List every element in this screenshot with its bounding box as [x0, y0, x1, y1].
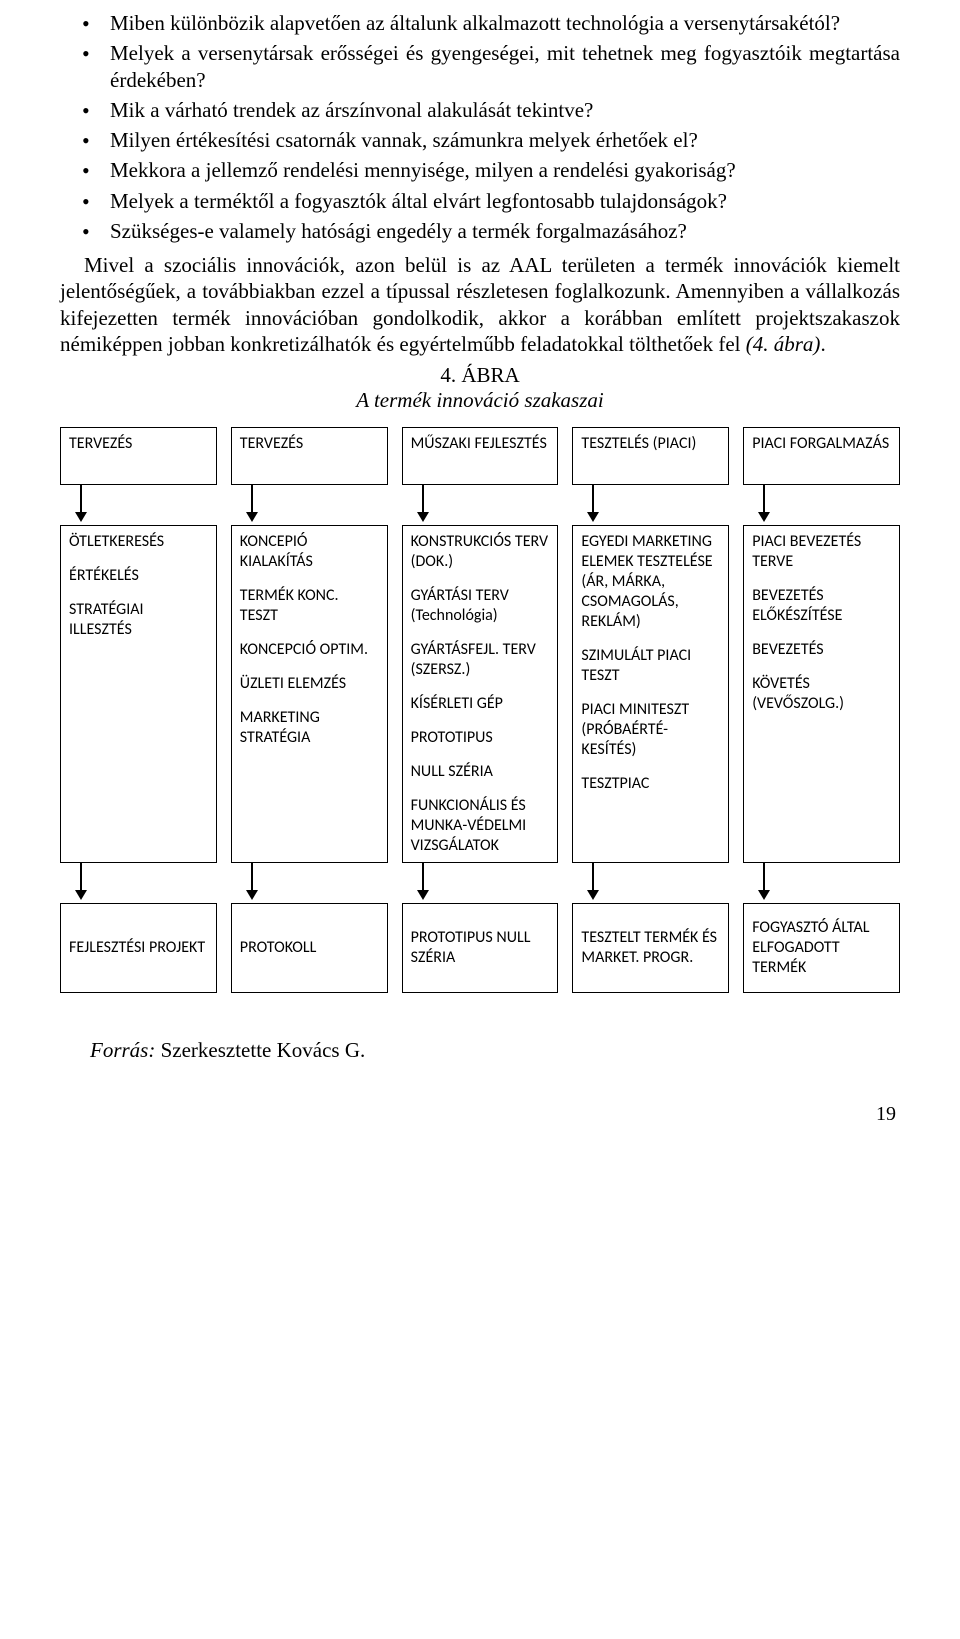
- phase-item: KÖVETÉS (VEVŐSZOLG.): [752, 674, 891, 714]
- phase-item: EGYEDI MARKETING ELEMEK TESZTELÉSE (ÁR, …: [581, 532, 720, 632]
- bullet-item: Melyek a versenytársak erősségei és gyen…: [110, 40, 900, 93]
- phase-output-text: PROTOKOLL: [240, 938, 317, 958]
- phase-header: TESZTELÉS (PIACI): [572, 427, 729, 485]
- phase-item: PIACI BEVEZETÉS TERVE: [752, 532, 891, 572]
- phase-item: BEVEZETÉS: [752, 640, 891, 660]
- bullet-item: Melyek a terméktől a fogyasztók által el…: [110, 188, 900, 214]
- diagram-arrow-row: [60, 485, 900, 525]
- figure-source: Forrás: Szerkesztette Kovács G.: [90, 1038, 900, 1063]
- body-paragraph: Mivel a szociális innovációk, azon belül…: [60, 252, 900, 357]
- figure-number: 4. ÁBRA: [60, 363, 900, 388]
- diagram-arrow-row: [60, 863, 900, 903]
- diagram-body-row: ÖTLETKERESÉS ÉRTÉKELÉS STRATÉGIAI ILLESZ…: [60, 525, 900, 863]
- bullet-list: Miben különbözik alapvetően az általunk …: [60, 10, 900, 244]
- page-number: 19: [60, 1103, 900, 1126]
- phase-output: PROTOTIPUS NULL SZÉRIA: [402, 903, 559, 993]
- phase-body: EGYEDI MARKETING ELEMEK TESZTELÉSE (ÁR, …: [572, 525, 729, 863]
- phase-item: GYÁRTÁSI TERV (Technológia): [411, 586, 550, 626]
- phase-item: SZIMULÁLT PIACI TESZT: [581, 646, 720, 686]
- phase-output: TESZTELT TERMÉK ÉS MARKET. PROGR.: [572, 903, 729, 993]
- arrow-down-icon: [251, 484, 253, 514]
- arrow-down-icon: [80, 484, 82, 514]
- phase-item: ÜZLETI ELEMZÉS: [240, 674, 379, 694]
- arrow-down-icon: [592, 862, 594, 892]
- phase-body: PIACI BEVEZETÉS TERVE BEVEZETÉS ELŐKÉSZÍ…: [743, 525, 900, 863]
- process-diagram: TERVEZÉS TERVEZÉS MŰSZAKI FEJLESZTÉS TES…: [60, 427, 900, 993]
- page: Miben különbözik alapvetően az általunk …: [0, 0, 960, 1156]
- phase-output: FOGYASZTÓ ÁLTAL ELFOGADOTT TERMÉK: [743, 903, 900, 993]
- phase-output: PROTOKOLL: [231, 903, 388, 993]
- phase-item: NULL SZÉRIA: [411, 762, 550, 782]
- phase-header: TERVEZÉS: [231, 427, 388, 485]
- phase-item: BEVEZETÉS ELŐKÉSZÍTÉSE: [752, 586, 891, 626]
- phase-body: ÖTLETKERESÉS ÉRTÉKELÉS STRATÉGIAI ILLESZ…: [60, 525, 217, 863]
- phase-output-text: FOGYASZTÓ ÁLTAL ELFOGADOTT TERMÉK: [752, 918, 891, 978]
- phase-item: MARKETING STRATÉGIA: [240, 708, 379, 748]
- phase-item: KONSTRUKCIÓS TERV (DOK.): [411, 532, 550, 572]
- arrow-down-icon: [763, 862, 765, 892]
- phase-output-text: FEJLESZTÉSI PROJEKT: [69, 938, 205, 958]
- bullet-item: Mekkora a jellemző rendelési mennyisége,…: [110, 157, 900, 183]
- phase-item: KONCEPCIÓ OPTIM.: [240, 640, 379, 660]
- phase-item: PIACI MINITESZT (PRÓBAÉRTÉ-KESÍTÉS): [581, 700, 720, 760]
- source-text: Szerkesztette Kovács G.: [155, 1038, 365, 1062]
- phase-item: STRATÉGIAI ILLESZTÉS: [69, 600, 208, 640]
- bullet-item: Mik a várható trendek az árszínvonal ala…: [110, 97, 900, 123]
- phase-body: KONSTRUKCIÓS TERV (DOK.) GYÁRTÁSI TERV (…: [402, 525, 559, 863]
- phase-item: TERMÉK KONC. TESZT: [240, 586, 379, 626]
- phase-output-text: TESZTELT TERMÉK ÉS MARKET. PROGR.: [581, 928, 720, 968]
- phase-item: FUNKCIONÁLIS ÉS MUNKA-VÉDELMI VIZSGÁLATO…: [411, 796, 550, 856]
- arrow-down-icon: [763, 484, 765, 514]
- bullet-item: Miben különbözik alapvetően az általunk …: [110, 10, 900, 36]
- figure-title: A termék innováció szakaszai: [60, 388, 900, 413]
- phase-item: KONCEPIÓ KIALAKÍTÁS: [240, 532, 379, 572]
- paragraph-tail: .: [820, 332, 825, 356]
- arrow-down-icon: [80, 862, 82, 892]
- phase-item: PROTOTIPUS: [411, 728, 550, 748]
- bullet-item: Szükséges-e valamely hatósági engedély a…: [110, 218, 900, 244]
- phase-item: GYÁRTÁSFEJL. TERV (SZERSZ.): [411, 640, 550, 680]
- diagram-header-row: TERVEZÉS TERVEZÉS MŰSZAKI FEJLESZTÉS TES…: [60, 427, 900, 485]
- phase-header: TERVEZÉS: [60, 427, 217, 485]
- arrow-down-icon: [422, 484, 424, 514]
- phase-header: MŰSZAKI FEJLESZTÉS: [402, 427, 559, 485]
- bullet-item: Milyen értékesítési csatornák vannak, sz…: [110, 127, 900, 153]
- phase-item: ÉRTÉKELÉS: [69, 566, 208, 586]
- phase-output: FEJLESZTÉSI PROJEKT: [60, 903, 217, 993]
- phase-body: KONCEPIÓ KIALAKÍTÁS TERMÉK KONC. TESZT K…: [231, 525, 388, 863]
- phase-item: KÍSÉRLETI GÉP: [411, 694, 550, 714]
- arrow-down-icon: [251, 862, 253, 892]
- source-label: Forrás:: [90, 1038, 155, 1062]
- phase-item: ÖTLETKERESÉS: [69, 532, 208, 552]
- phase-item: TESZTPIAC: [581, 774, 720, 794]
- diagram-footer-row: FEJLESZTÉSI PROJEKT PROTOKOLL PROTOTIPUS…: [60, 903, 900, 993]
- paragraph-figure-ref: (4. ábra): [746, 332, 821, 356]
- phase-header: PIACI FORGALMAZÁS: [743, 427, 900, 485]
- arrow-down-icon: [592, 484, 594, 514]
- phase-output-text: PROTOTIPUS NULL SZÉRIA: [411, 928, 550, 968]
- arrow-down-icon: [422, 862, 424, 892]
